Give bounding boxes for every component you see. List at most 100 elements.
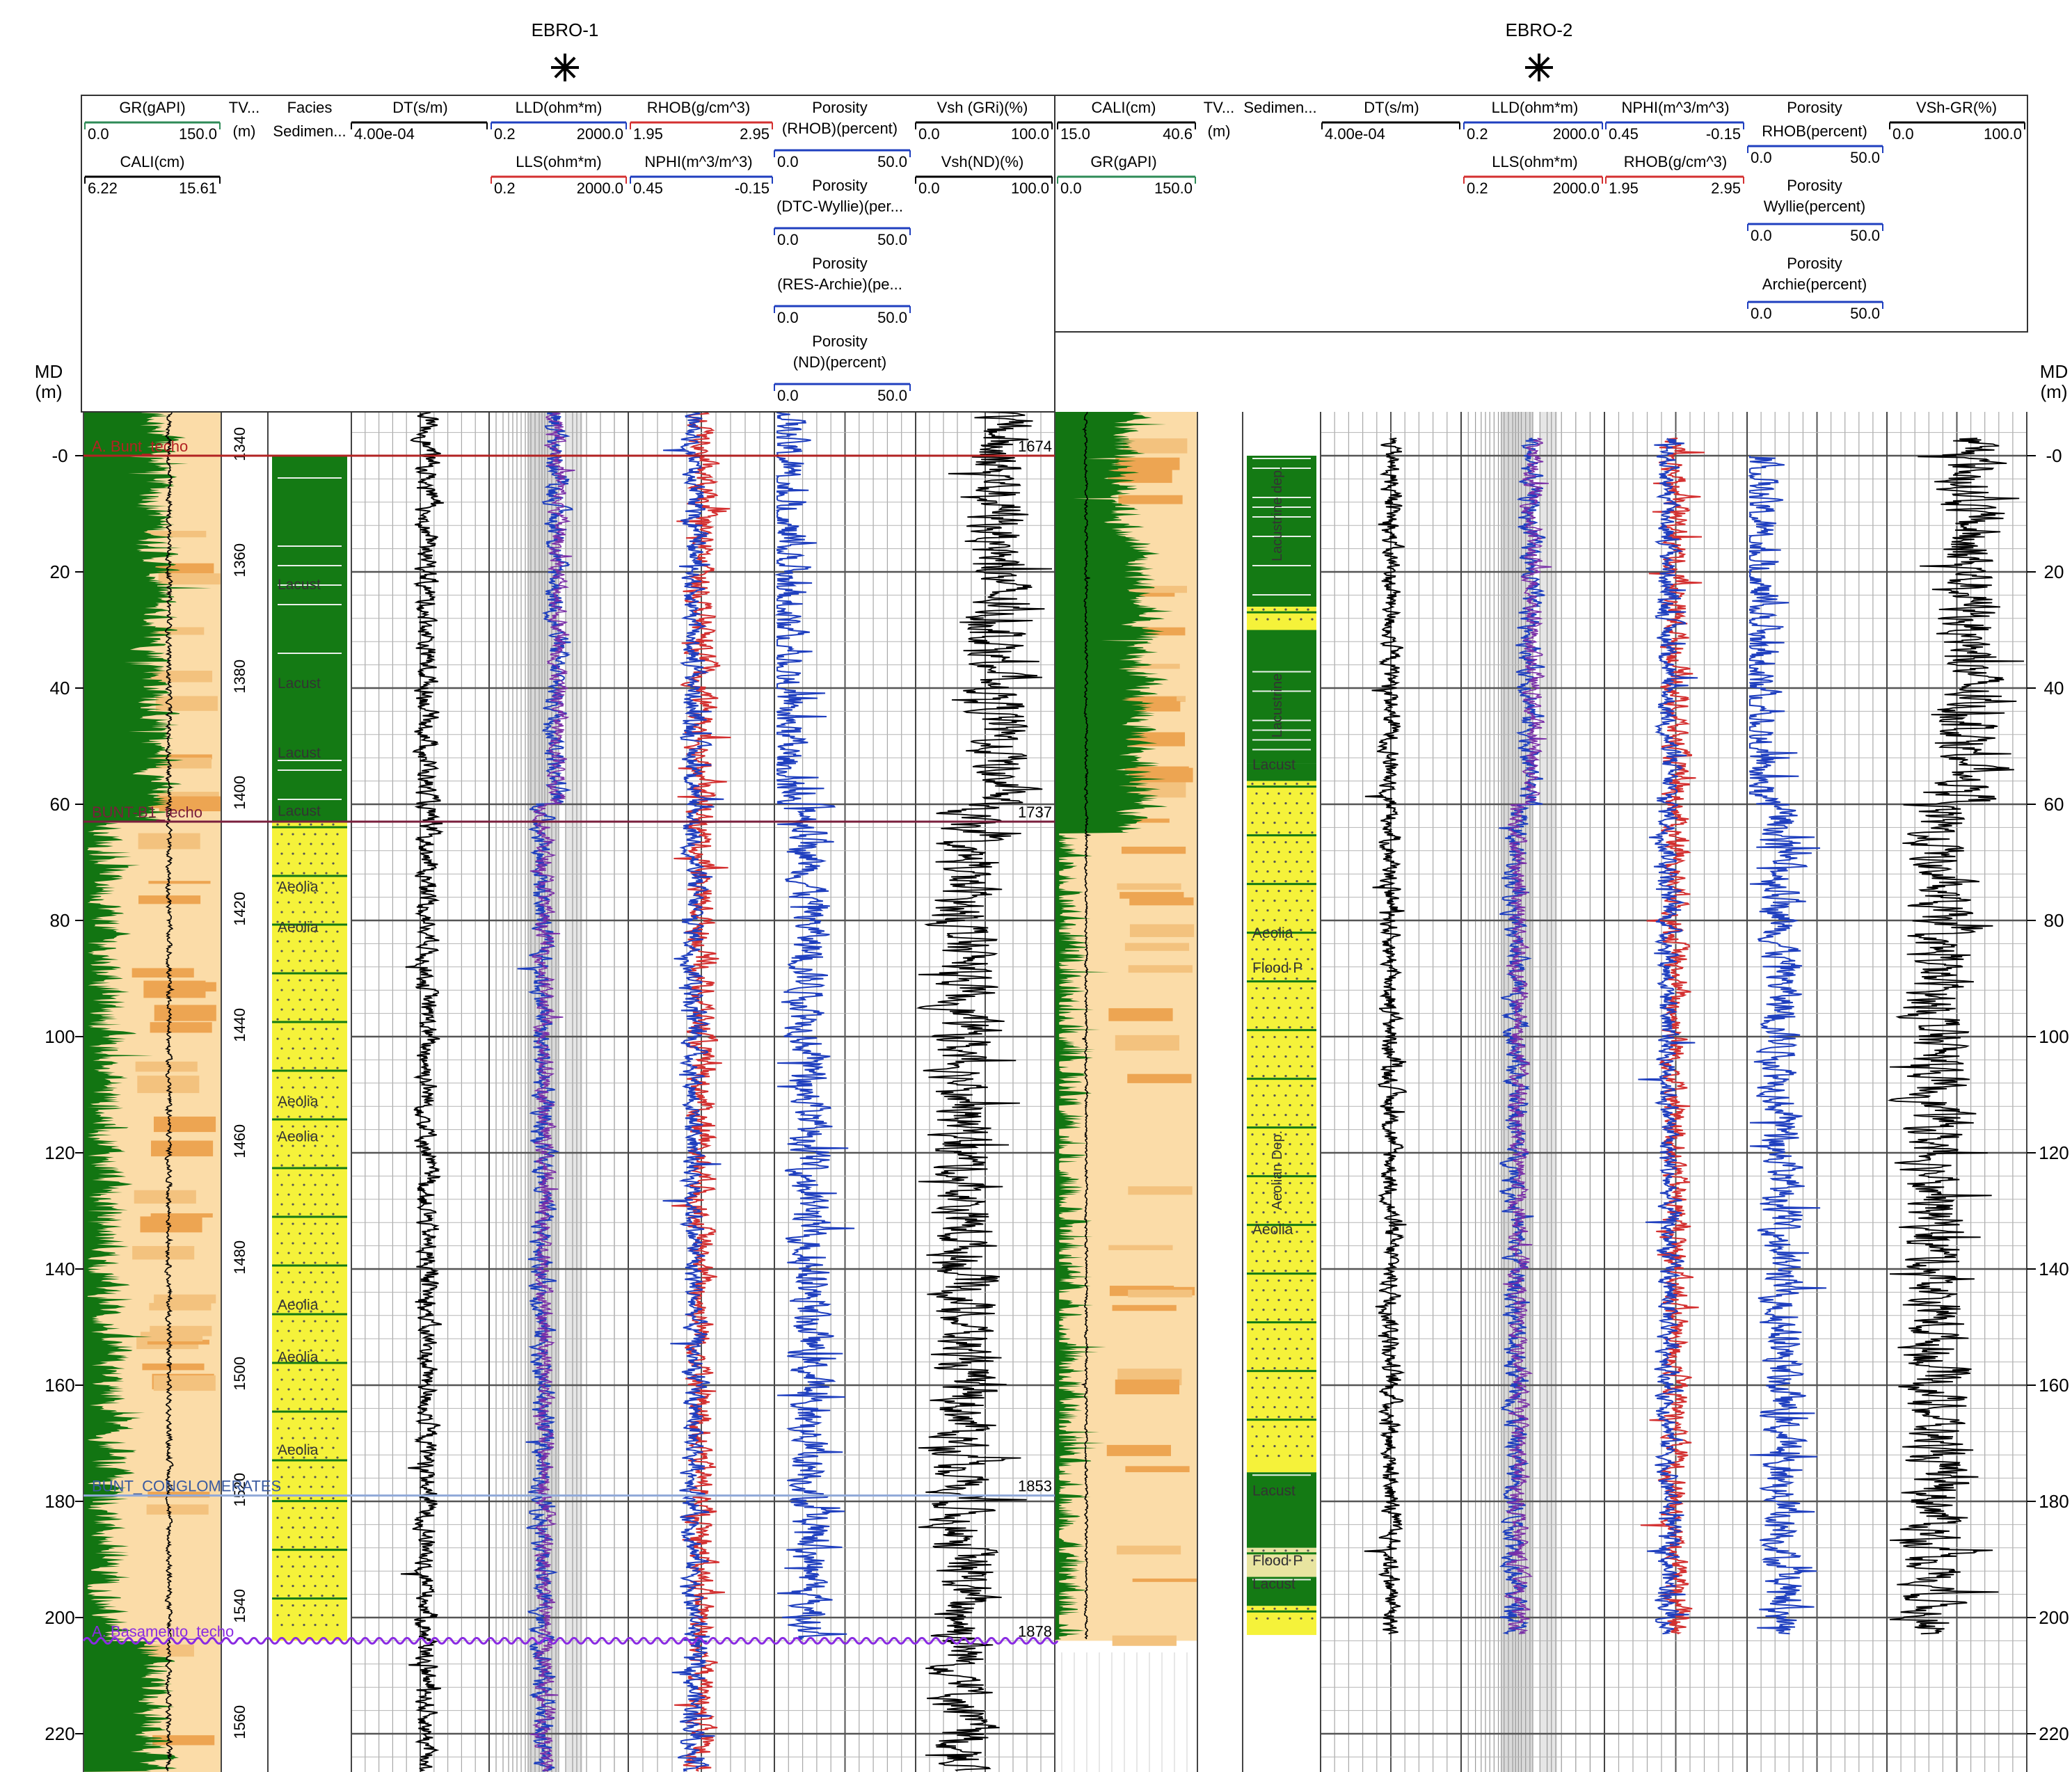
ebro1-facies-dot (336, 1105, 339, 1108)
ebro1-facies-dot (332, 901, 335, 904)
ebro2-facies-dot (1296, 1348, 1298, 1350)
ebro2-facies-dot (1277, 1416, 1280, 1419)
ebro1-facies-dot (332, 823, 335, 826)
hdr2-porosity-scale-left: 0.0 (1751, 305, 1772, 322)
ebro1-facies-dot (298, 1057, 301, 1060)
hdr2-gr-scale-right: 150.0 (1154, 179, 1193, 197)
hdr-facies-title: Facies (287, 99, 333, 116)
ebro2-facies-dot (1296, 900, 1298, 902)
ebro2-facies-dot (1266, 1046, 1269, 1048)
ebro1-facies-dot (292, 1183, 294, 1186)
hdr2-porosity-title: Porosity (1787, 255, 1842, 272)
ebro1-facies-dot (336, 1320, 339, 1323)
ebro1-facies-dot (280, 1320, 283, 1323)
ebro2-facies-label: Lacust (1252, 1483, 1296, 1499)
ebro2-facies-dot (1277, 1338, 1280, 1341)
hdr2-tvd-title: TV... (1204, 99, 1234, 116)
ebro1-facies-dot (321, 1517, 324, 1519)
ebro1-facies-dot (303, 1604, 305, 1607)
ebro1-facies-dot (292, 930, 294, 933)
md-tick-label-right: 160 (2039, 1375, 2069, 1396)
ebro2-facies-dot (1251, 1309, 1254, 1311)
formation-top-name: BUNT_CONGLOMERATES (92, 1478, 281, 1495)
ebro1-facies-dot (310, 901, 312, 904)
ebro1-facies-dot (298, 1388, 301, 1391)
ebro2-facies-dot (1289, 968, 1291, 971)
ebro2-facies-dot (1311, 1318, 1314, 1321)
formation-top-line (82, 1636, 1059, 1645)
ebro1-facies-dot (332, 862, 335, 865)
ebro1-facies-dot (292, 1067, 294, 1069)
ebro1-facies-dot (298, 1115, 301, 1118)
ebro1-facies-dot (276, 1446, 279, 1449)
hdr-tvd-unit: (m) (233, 122, 256, 140)
ebro2-facies-dot (1273, 1055, 1276, 1058)
ebro2-facies-dot (1300, 1104, 1302, 1107)
ebro1-cali-curve (164, 411, 175, 1772)
ebro2-facies-dot (1289, 1416, 1291, 1419)
ebro1-facies-dot (292, 1476, 294, 1478)
ebro2-facies-dot (1284, 1348, 1287, 1350)
ebro2-facies-dot (1300, 851, 1302, 854)
ebro1-facies-dot (336, 1047, 339, 1050)
ebro1-facies-dot (280, 1507, 283, 1510)
ebro1-facies-dot (336, 1526, 339, 1529)
hdr-porosity-sub: (RHOB)(percent) (782, 120, 898, 137)
ebro1-facies-dot (310, 1427, 312, 1430)
md-tick-label-right: 80 (2044, 910, 2064, 931)
ebro1-facies-dot (280, 1067, 283, 1069)
ebro1-facies-dot (336, 1476, 339, 1478)
ebro2-facies-dot (1273, 1348, 1276, 1350)
ebro1-facies-dot (280, 1222, 283, 1225)
ebro1-facies-dot (336, 1604, 339, 1607)
ebro2-facies-dot (1311, 1279, 1314, 1282)
ebro1-facies-dot (298, 1497, 301, 1500)
ebro1-facies-dot (325, 1047, 328, 1050)
ebro2-facies-dot (1307, 1406, 1309, 1409)
ebro1-facies-dot (336, 1624, 339, 1627)
ebro2-facies-interval (1247, 763, 1316, 781)
ebro2-facies-dot (1300, 1163, 1302, 1165)
hdr-lls-scale-right: 2000.0 (577, 179, 623, 197)
ebro2-facies-dot (1255, 1357, 1258, 1360)
ebro1-gr-stripe (153, 1375, 216, 1391)
ebro1-facies-dot (321, 1232, 324, 1235)
ebro2-facies-dot (1289, 1163, 1291, 1165)
ebro2-facies-dot (1307, 861, 1309, 863)
hdr-vsh-nd-title: Vsh(ND)(%) (941, 153, 1024, 170)
ebro2-facies-dot (1251, 919, 1254, 922)
ebro2-facies-dot (1296, 1406, 1298, 1409)
ebro2-facies-dot (1311, 1124, 1314, 1126)
ebro2-facies-dot (1277, 1221, 1280, 1224)
ebro2-facies-dot (1273, 900, 1276, 902)
ebro2-facies-dot (1307, 1250, 1309, 1253)
ebro2-facies-dot (1296, 1055, 1298, 1058)
ebro2-facies-dot (1255, 1260, 1258, 1263)
ebro1-facies-dot (325, 1281, 328, 1284)
ebro2-facies-dot (1289, 1617, 1291, 1620)
ebro2-facies-dot (1307, 958, 1309, 961)
ebro2-facies-dot (1273, 1192, 1276, 1195)
hdr-porosity-scale-left: 0.0 (777, 231, 799, 248)
ebro1-facies-dot (332, 940, 335, 943)
ebro2-facies-dot (1273, 1172, 1276, 1175)
hdr2-porosity-scale-right: 50.0 (1850, 227, 1880, 244)
ebro1-facies-dot (332, 1575, 335, 1578)
ebro1-facies-dot (287, 1466, 290, 1469)
ebro1-facies-dot (336, 950, 339, 952)
hdr2-facies-title: Sedimen... (1243, 99, 1316, 116)
ebro2-cali-curve (1081, 411, 1092, 1640)
ebro1-facies-dot (332, 881, 335, 884)
dt-curve (1364, 438, 1408, 1635)
ebro1-facies-label: Aeolia (278, 1350, 319, 1366)
ebro1-facies-dot (314, 1456, 317, 1459)
ebro1-facies-dot (292, 1242, 294, 1245)
ebro2-gr-stripe (1129, 897, 1194, 906)
ebro1-facies-dot (303, 1359, 305, 1362)
md-tick-label: -0 (51, 445, 67, 466)
ebro1-facies-dot (280, 1339, 283, 1342)
ebro1-facies-dot (325, 1242, 328, 1245)
ebro1-facies-dot (292, 950, 294, 952)
ebro2-facies-dot (1273, 880, 1276, 883)
